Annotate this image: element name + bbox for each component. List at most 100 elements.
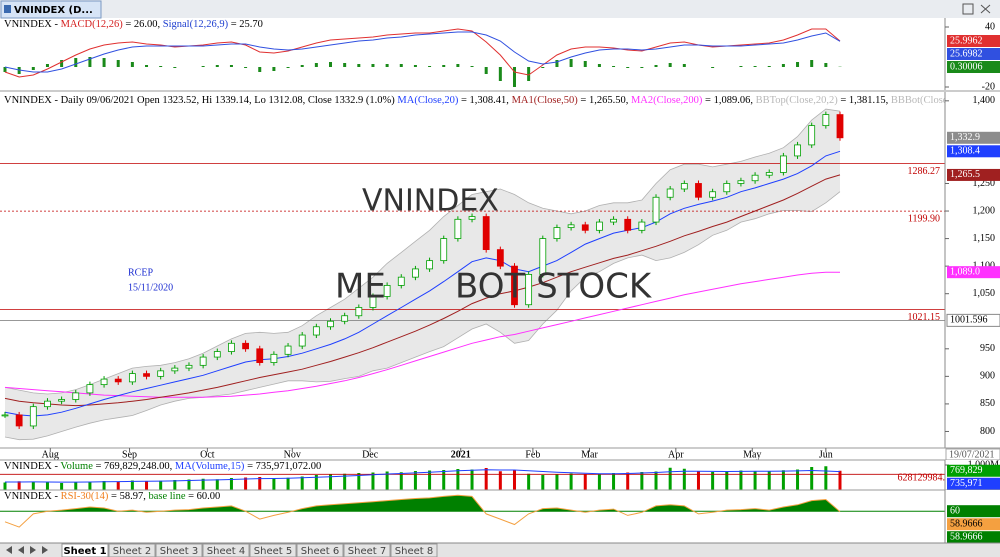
sheet-tab-label[interactable]: Sheet 5 [254,546,292,557]
volume-bar [442,470,446,490]
sheet-tab[interactable] [343,543,391,557]
sheet-tab[interactable] [108,543,156,557]
header-part: VNINDEX - [4,491,61,502]
macd-histogram-bar [357,64,361,67]
header-part: MA1(Close,50) [512,95,579,106]
sheet-tab-label[interactable]: Sheet 4 [207,546,245,557]
level-label: 1199.90 [908,213,940,224]
volume-bar [17,481,21,490]
macd-histogram-bar [541,67,545,68]
macd-histogram-bar [428,66,432,67]
header-part: = 60.00 [186,491,221,502]
header-part: Signal(12,26,9) [163,19,229,30]
candle [397,276,405,286]
sheet-tab-label[interactable]: Sheet 3 [160,546,198,557]
sheet-tab[interactable] [390,543,438,557]
candle [1,414,9,417]
header-part: Volume [60,461,93,472]
candle [128,373,136,383]
sheet-tab-label[interactable]: Sheet 1 [63,546,106,557]
sheet-tab[interactable] [61,543,109,557]
macd-histogram-bar [456,64,460,67]
chart-tab[interactable] [0,0,102,19]
sheet-tab-label[interactable]: Sheet 2 [113,546,151,557]
sheet-tab[interactable] [202,543,250,557]
macd-histogram-bar [612,66,616,67]
volume-bar [668,467,672,490]
candle [157,370,165,377]
sheet-tab[interactable] [155,543,203,557]
macd-histogram-bar [329,62,333,67]
volume-bar [739,470,743,490]
volume-bar [3,482,7,490]
candle [383,285,391,297]
candle [44,400,51,408]
close-button[interactable] [980,4,991,14]
value-box-label: 0.30006 [950,61,983,72]
candle [29,406,37,427]
ma200-line [4,271,840,398]
tab-title: VNINDEX (D... [14,5,93,16]
watermark: VNINDEX [362,184,499,219]
candle [525,274,533,306]
header-part: MA(Volume,15) [175,461,245,472]
volume-bar [300,476,304,490]
value-box-label: 25.6982 [950,48,983,59]
sheet-tab-label[interactable]: Sheet 6 [301,546,339,557]
sheet-nav-button[interactable] [30,546,36,554]
candle [482,216,490,251]
value-box [947,61,1000,74]
value-box-label: 58.9666 [950,518,983,529]
candle [228,342,235,352]
macd-histogram-bar [626,67,630,68]
volume-bar [399,472,403,490]
sheet-tab-label[interactable]: Sheet 8 [395,546,433,557]
header-part: VNINDEX - [4,461,60,472]
volume-bar [357,473,361,490]
window-button[interactable] [962,3,974,15]
candle [312,326,320,336]
candle [553,227,561,239]
volume-bar [102,481,106,490]
candle [666,188,674,198]
y-tick-label: 850 [980,398,995,409]
volume-bar [612,473,616,490]
volume-bar [45,482,49,490]
volume-bar [428,470,432,490]
header-part: = 1,308.41, [458,95,511,106]
macd-histogram-bar [824,63,828,67]
sheet-tab-label[interactable]: Sheet 7 [348,546,386,557]
volume-bar [725,471,729,490]
sheet-nav-button[interactable] [18,546,24,554]
volume-bar [597,473,601,490]
sheet-nav-button[interactable] [6,546,12,554]
candle [426,260,433,270]
volume-bar [555,474,559,490]
ma20-line [4,150,841,417]
macd-histogram-bar [470,66,474,67]
candle [100,378,108,386]
y-tick-label: 1,100 [973,260,996,271]
macd-histogram-bar [753,66,757,67]
sheet-tab[interactable] [296,543,344,557]
y-tick-label: 800 [980,426,995,437]
volume-ma-line [5,469,841,483]
value-box-label: 1,089.0 [950,266,980,277]
sheet-tab[interactable] [249,543,297,557]
y-tick-label: 1,150 [973,233,996,244]
candle [680,183,688,190]
volume-bar [682,468,686,490]
value-box [947,48,1000,61]
y-tick-label: -20 [982,81,995,92]
macd-histogram-bar [244,67,248,68]
header-part: MA(Close,20) [397,95,458,106]
header-part: = 1,089.06, [702,95,755,106]
cursor-box [946,313,1000,327]
value-box-label: 1,265.5 [950,169,980,180]
pane-header: VNINDEX - Daily 09/06/2021 Open 1323.52,… [4,95,972,106]
tab-icon [4,5,11,13]
sheet-nav-button[interactable] [42,546,48,554]
volume-bar [484,468,488,490]
macd-histogram-bar [385,64,389,67]
